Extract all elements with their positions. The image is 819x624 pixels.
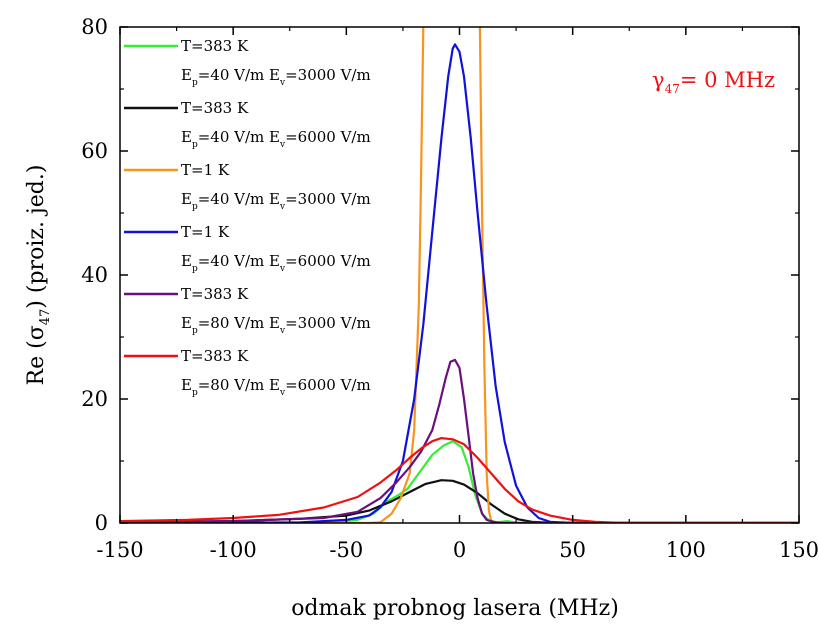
- x-tick-label: -50: [329, 538, 363, 562]
- series-line-3: [120, 27, 799, 523]
- series-line-4: [120, 43, 799, 523]
- y-axis-label: Re (σ47) (proiz. jed.): [24, 165, 53, 386]
- legend-params: Ep=40 V/m Ev=3000 V/m: [181, 66, 371, 88]
- y-axis-label-subscript: 47: [38, 309, 53, 326]
- legend: T=383 K Ep=40 V/m Ev=3000 V/m T=383 K Ep=40…: [124, 37, 371, 398]
- legend-params: Ep=40 V/m Ev=6000 V/m: [181, 128, 371, 150]
- x-tick-label: 150: [779, 538, 819, 562]
- legend-entry-5: T=383 K Ep=80 V/m Ev=3000 V/m: [124, 285, 371, 336]
- ticks-layer: -150 -100 -50 0 50 100 150 0 20 40 60 80: [81, 15, 819, 562]
- y-axis-label-suffix: ) (proiz. jed.): [24, 165, 49, 309]
- legend-entry-4: T=1 K Ep=40 V/m Ev=6000 V/m: [124, 223, 371, 274]
- y-tick-label: 40: [81, 263, 108, 287]
- legend-entry-1: T=383 K Ep=40 V/m Ev=3000 V/m: [124, 37, 371, 88]
- gamma-annotation-rest: = 0 MHz: [680, 68, 775, 92]
- legend-entry-3: T=1 K Ep=40 V/m Ev=3000 V/m: [124, 161, 371, 212]
- svg-text:Re (σ47) (proiz. jed.): Re (σ47) (proiz. jed.): [24, 165, 53, 386]
- gamma-annotation: γ47= 0 MHz: [652, 68, 775, 96]
- legend-entry-6: T=383 K Ep=80 V/m Ev=6000 V/m: [124, 347, 371, 398]
- x-tick-label: 0: [453, 538, 466, 562]
- legend-label: T=383 K: [181, 285, 249, 303]
- legend-label: T=383 K: [181, 37, 249, 55]
- x-tick-label: 50: [559, 538, 586, 562]
- y-tick-label: 60: [81, 139, 108, 163]
- gamma-annotation-subscript: 47: [665, 82, 680, 96]
- x-tick-label: -100: [210, 538, 257, 562]
- y-tick-label: 20: [81, 387, 108, 411]
- legend-label: T=383 K: [181, 347, 249, 365]
- series-line-6: [120, 437, 799, 523]
- legend-label: T=1 K: [181, 161, 230, 179]
- y-axis-label-symbol: σ: [24, 325, 49, 340]
- legend-params: Ep=80 V/m Ev=6000 V/m: [181, 376, 371, 398]
- legend-label: T=383 K: [181, 99, 249, 117]
- legend-label: T=1 K: [181, 223, 230, 241]
- y-tick-label: 0: [95, 511, 108, 535]
- legend-params: Ep=40 V/m Ev=3000 V/m: [181, 190, 371, 212]
- x-tick-label: 100: [666, 538, 706, 562]
- series-line-5: [120, 358, 799, 523]
- legend-params: Ep=80 V/m Ev=3000 V/m: [181, 314, 371, 336]
- x-axis-label: odmak probnog lasera (MHz): [291, 596, 619, 621]
- x-tick-label: -150: [96, 538, 143, 562]
- gamma-annotation-symbol: γ: [652, 68, 665, 92]
- legend-params: Ep=40 V/m Ev=6000 V/m: [181, 252, 371, 274]
- y-axis-label-prefix: Re (: [24, 340, 49, 385]
- legend-entry-2: T=383 K Ep=40 V/m Ev=6000 V/m: [124, 99, 371, 150]
- y-tick-label: 80: [81, 15, 108, 39]
